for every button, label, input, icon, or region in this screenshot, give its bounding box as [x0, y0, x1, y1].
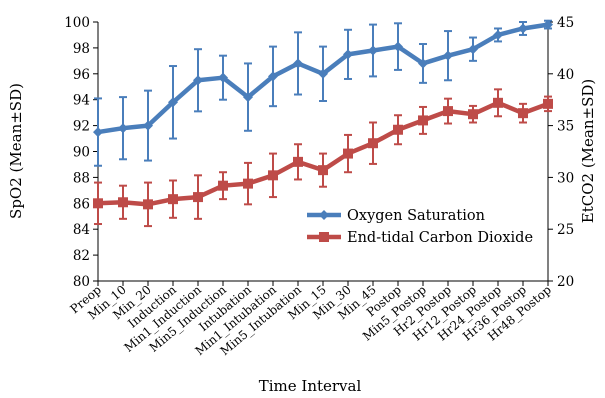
y-left-tick-label: 96 [73, 67, 90, 83]
data-point [218, 72, 228, 83]
y-left-tick-label: 80 [73, 274, 90, 290]
data-point [443, 106, 453, 117]
data-point [318, 165, 328, 176]
y-left-tick-label: 86 [73, 196, 90, 212]
series-oxygen-saturation [93, 19, 553, 167]
data-point [168, 97, 178, 108]
data-point [343, 49, 353, 60]
y-left-tick-label: 82 [73, 248, 90, 264]
legend-label: End-tidal Carbon Dioxide [347, 230, 533, 246]
y-axis-left-label: SpO2 (Mean±SD) [7, 83, 25, 219]
data-point [143, 199, 153, 210]
data-point [293, 156, 303, 167]
y-right-tick-label: 35 [557, 119, 574, 135]
y-right-tick-label: 25 [557, 222, 574, 238]
data-point [518, 108, 528, 119]
data-point [93, 127, 103, 138]
y-left-tick-label: 94 [73, 93, 90, 109]
data-point [118, 197, 128, 208]
data-point [543, 19, 553, 30]
x-axis-label: Time Interval [259, 377, 362, 395]
data-point [268, 170, 278, 181]
y-left-tick-label: 88 [73, 170, 90, 186]
data-point [218, 180, 228, 191]
data-point [443, 50, 453, 61]
data-point [168, 194, 178, 205]
data-point [118, 123, 128, 134]
series-end-tidal-co2 [93, 88, 553, 228]
y-left-tick-label: 90 [73, 145, 90, 161]
data-point [393, 124, 403, 135]
y-axis-right-label: EtCO2 (Mean±SD) [579, 79, 597, 223]
data-point [418, 115, 428, 126]
data-point [493, 29, 503, 40]
y-right-tick-label: 45 [557, 15, 574, 31]
data-point [368, 45, 378, 56]
legend-swatch-marker [319, 232, 329, 242]
legend-label: Oxygen Saturation [347, 208, 485, 224]
legend-item: Oxygen Saturation [307, 208, 485, 224]
data-point [393, 41, 403, 52]
data-point [418, 58, 428, 69]
data-point [193, 75, 203, 86]
data-point [468, 109, 478, 120]
data-point [343, 148, 353, 159]
data-point [468, 44, 478, 55]
data-point [293, 58, 303, 69]
y-left-tick-label: 98 [73, 41, 90, 57]
series-layer [93, 19, 553, 228]
y-right-tick-label: 40 [557, 67, 574, 83]
y-right-tick-label: 20 [557, 274, 574, 290]
y-left-tick-label: 84 [73, 222, 90, 238]
data-point [368, 138, 378, 149]
data-point [143, 120, 153, 131]
data-point [93, 198, 103, 209]
legend-item: End-tidal Carbon Dioxide [307, 230, 533, 246]
legend: Oxygen Saturation End-tidal Carbon Dioxid… [307, 208, 533, 246]
y-right-tick-label: 30 [557, 170, 574, 186]
data-point [493, 97, 503, 108]
data-point [243, 92, 253, 103]
y-left-tick-label: 100 [64, 15, 90, 31]
data-point [193, 192, 203, 203]
data-point [318, 68, 328, 79]
y-left-tick-label: 92 [73, 119, 90, 135]
data-point [518, 23, 528, 34]
data-point [543, 98, 553, 109]
legend-swatch-marker [319, 210, 329, 220]
data-point [268, 71, 278, 82]
data-point [243, 178, 253, 189]
